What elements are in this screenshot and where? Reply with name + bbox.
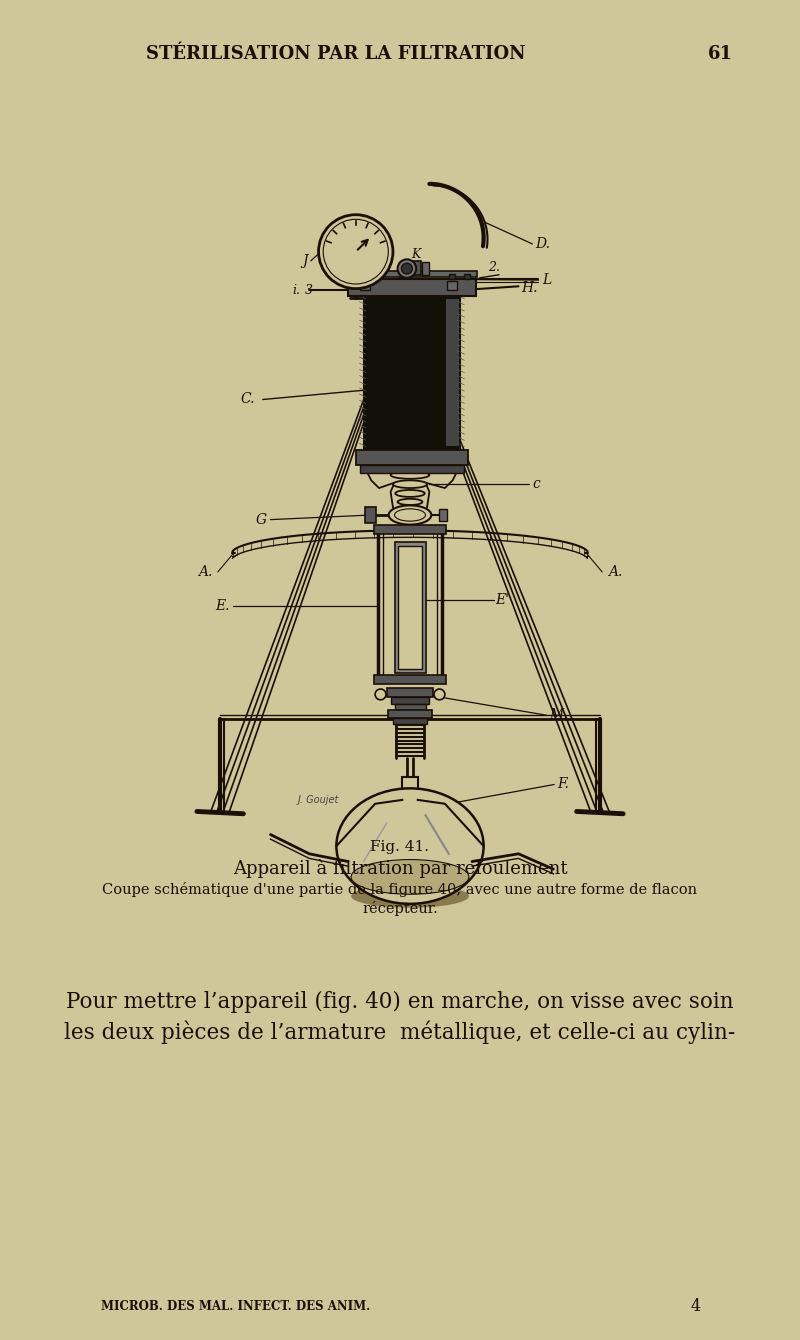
Text: les deux pièces de l’armature  métallique, et celle-ci au cylin-: les deux pièces de l’armature métallique… bbox=[64, 1020, 736, 1044]
Bar bbox=[422, 263, 430, 275]
Bar bbox=[394, 541, 426, 673]
Bar bbox=[464, 273, 470, 279]
Circle shape bbox=[318, 214, 393, 288]
Bar bbox=[346, 271, 478, 277]
Ellipse shape bbox=[390, 472, 430, 478]
Bar bbox=[365, 508, 376, 523]
Bar bbox=[398, 545, 422, 669]
Bar bbox=[356, 449, 468, 465]
Text: MICROB. DES MAL. INFECT. DES ANIM.: MICROB. DES MAL. INFECT. DES ANIM. bbox=[102, 1300, 370, 1313]
Circle shape bbox=[398, 260, 416, 277]
Circle shape bbox=[375, 689, 386, 699]
Text: c: c bbox=[533, 477, 540, 492]
Bar bbox=[393, 717, 427, 724]
Ellipse shape bbox=[351, 884, 469, 907]
Ellipse shape bbox=[395, 490, 425, 497]
Bar bbox=[439, 509, 447, 521]
Bar bbox=[390, 698, 430, 704]
Text: 2.: 2. bbox=[488, 260, 500, 273]
Text: J. Goujet: J. Goujet bbox=[298, 795, 339, 805]
Text: 4: 4 bbox=[691, 1298, 701, 1315]
Text: Coupe schématique d'une partie de la figure 40, avec une autre forme de flacon: Coupe schématique d'une partie de la fig… bbox=[102, 882, 698, 898]
Text: A.: A. bbox=[608, 565, 622, 579]
Text: H.: H. bbox=[521, 281, 538, 295]
Bar bbox=[446, 299, 459, 446]
Bar bbox=[394, 704, 426, 710]
Text: M.: M. bbox=[550, 709, 568, 722]
Bar bbox=[360, 273, 366, 279]
Bar bbox=[361, 281, 370, 291]
Bar bbox=[374, 675, 446, 685]
Ellipse shape bbox=[394, 509, 426, 521]
Bar bbox=[402, 777, 418, 800]
Text: A.: A. bbox=[198, 565, 212, 579]
Text: Pour mettre l’appareil (fig. 40) en marche, on visse avec soin: Pour mettre l’appareil (fig. 40) en marc… bbox=[66, 992, 734, 1013]
Text: K: K bbox=[411, 248, 421, 261]
Text: 3: 3 bbox=[305, 284, 313, 296]
Text: Appareil à filtration par refoulement: Appareil à filtration par refoulement bbox=[233, 859, 567, 878]
Bar bbox=[447, 281, 457, 291]
Circle shape bbox=[323, 220, 388, 284]
Ellipse shape bbox=[398, 498, 422, 505]
Bar bbox=[375, 273, 382, 279]
Ellipse shape bbox=[351, 859, 469, 894]
Circle shape bbox=[434, 689, 445, 699]
Text: Fig. 41.: Fig. 41. bbox=[370, 840, 430, 854]
Text: 61: 61 bbox=[707, 44, 733, 63]
Text: E.: E. bbox=[216, 599, 230, 612]
Bar bbox=[386, 689, 434, 698]
Text: G: G bbox=[255, 513, 266, 527]
Bar bbox=[411, 261, 421, 275]
Ellipse shape bbox=[393, 480, 427, 488]
Bar bbox=[363, 296, 460, 449]
Bar bbox=[374, 525, 446, 535]
Text: J: J bbox=[302, 253, 308, 268]
Text: récepteur.: récepteur. bbox=[362, 900, 438, 917]
Bar bbox=[449, 273, 455, 279]
Text: L: L bbox=[542, 273, 551, 287]
Text: D.: D. bbox=[535, 237, 550, 251]
Text: STÉRILISATION PAR LA FILTRATION: STÉRILISATION PAR LA FILTRATION bbox=[146, 44, 526, 63]
Text: C.: C. bbox=[241, 393, 255, 406]
Bar bbox=[348, 279, 476, 296]
Bar bbox=[388, 710, 432, 717]
Circle shape bbox=[402, 263, 412, 273]
Text: F.: F. bbox=[558, 777, 569, 792]
Ellipse shape bbox=[336, 788, 484, 904]
Ellipse shape bbox=[389, 505, 431, 525]
Text: i.: i. bbox=[292, 284, 300, 296]
Bar bbox=[360, 465, 464, 473]
Text: E': E' bbox=[495, 592, 510, 607]
